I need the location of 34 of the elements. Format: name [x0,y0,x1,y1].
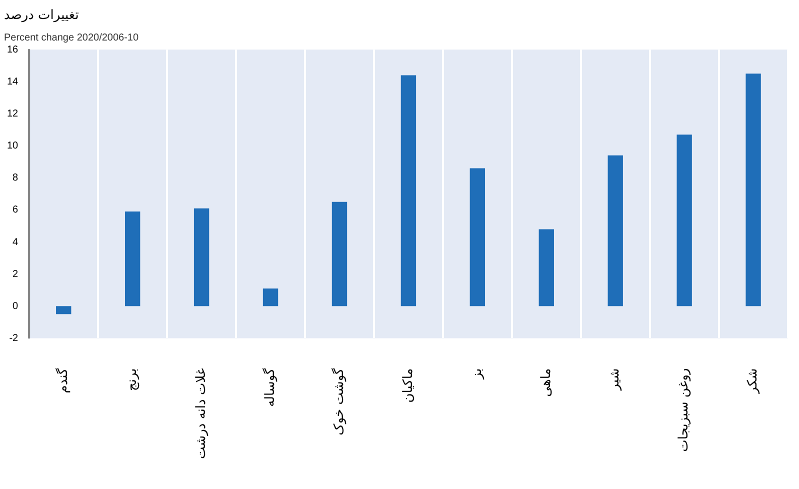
y-tick-label: 6 [12,204,19,216]
x-tick-label: غلات دانه درشت [194,368,209,460]
bar [400,75,416,306]
bar [538,229,554,306]
y-tick-label: 16 [7,44,19,56]
x-tick-label: ماکیان [400,368,416,403]
bar [608,155,623,306]
y-tick-label: 2 [12,268,19,280]
bar [746,74,761,306]
x-tick-label: روغن سبزیجات [676,368,692,452]
x-tick-label: گوساله [262,367,278,407]
y-tick-label: 10 [7,140,19,152]
bar [124,212,140,306]
x-tick-label: گندم [54,367,71,394]
bar [262,288,278,306]
chart-title: تغییرات درصد [4,8,80,24]
x-tick-label: گوشت خوک [330,367,347,436]
bar [332,202,348,306]
y-tick-label: 0 [12,300,19,312]
bar [56,306,72,314]
x-tick-label: برنج [124,368,140,392]
y-tick-label: 8 [12,172,19,184]
y-tick-label: 4 [12,236,19,248]
x-tick-label: ماهی [538,368,554,397]
bar [194,208,210,306]
x-tick-label: بز [470,368,485,380]
bar [676,134,692,306]
x-tick-label: شیر [608,368,623,392]
y-tick-label: 12 [7,108,19,120]
bar [470,168,486,306]
y-tick-label: -2 [9,332,19,344]
chart-subtitle: Percent change 2020/2006-10 [4,32,139,44]
x-tick-label: شکر [746,368,761,394]
y-tick-label: 14 [7,76,19,88]
